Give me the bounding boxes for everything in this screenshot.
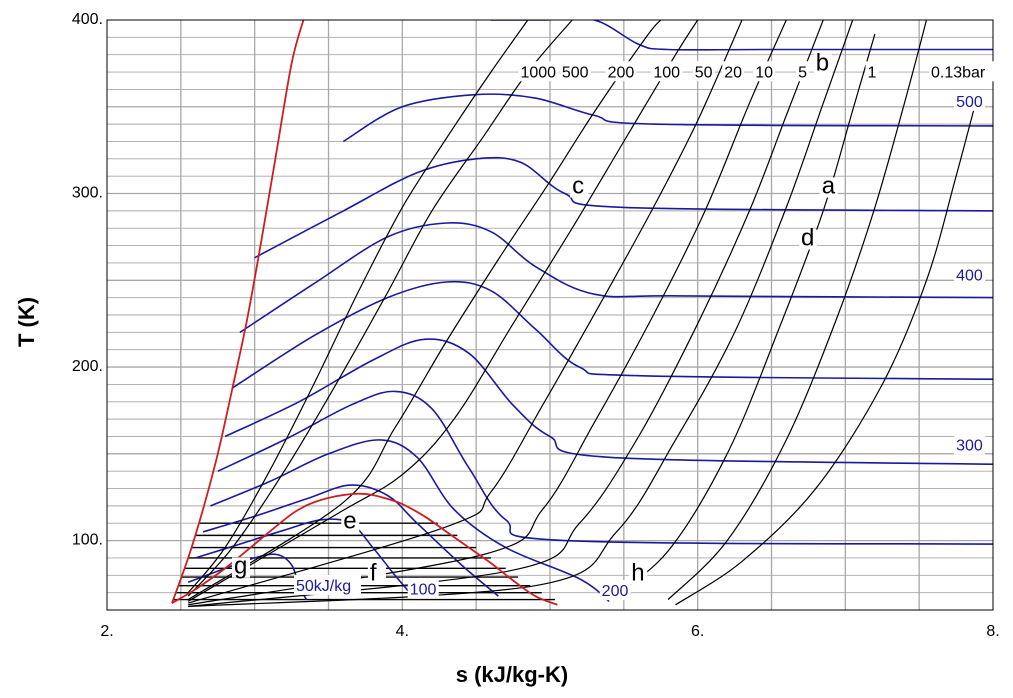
isobar-line: [187, 20, 699, 602]
isenthalp-lines: [187, 20, 993, 602]
isobar-label-bg: [518, 61, 559, 82]
isenthalp-label: 400: [956, 267, 983, 284]
isenthalp-line: [195, 518, 411, 594]
isenthalp-line: [217, 390, 993, 545]
isobar-line: [667, 20, 928, 601]
isenthalp-label: 50kJ/kg: [296, 578, 351, 595]
state-point-b-bg: [813, 54, 832, 75]
isenthalp-label: 300: [956, 437, 983, 454]
isenthalp-label-bg: [954, 264, 986, 285]
isobar-label: 20: [724, 64, 742, 81]
x-tick-labels: 2. 4. 6. 8.: [100, 623, 999, 640]
state-point-g-bg: [231, 557, 250, 578]
isobar-label-bg: [928, 61, 996, 82]
state-point-d-bg: [799, 229, 818, 250]
state-point-c-bg: [570, 177, 589, 198]
x-tick-label: 6.: [691, 623, 704, 640]
state-point-h: h: [631, 560, 644, 587]
isobar-label-bg: [722, 61, 745, 82]
x-tick-label: 4.: [396, 623, 409, 640]
isobar-label: 0.13bar: [931, 64, 986, 81]
isobar-line: [188, 20, 854, 608]
isenthalp-line: [239, 222, 993, 334]
x-tick-label: 2.: [100, 623, 113, 640]
y-tick-label: 100.: [72, 532, 103, 549]
isobar-line: [188, 20, 824, 608]
x-axis-title: s (kJ/kg-K): [456, 662, 568, 687]
isenthalp-label-bg: [954, 434, 986, 455]
saturated-liquid-line: [171, 20, 305, 604]
state-point-h-bg: [629, 564, 648, 585]
isenthalp-label-bg: [954, 90, 986, 111]
saturation-curves: [171, 20, 558, 606]
isobar-label-bg: [651, 61, 683, 82]
isobar-line: [188, 20, 787, 606]
isobar-label: 100: [653, 64, 680, 81]
isenthalp-label-bg: [407, 578, 439, 599]
isobar-line: [608, 33, 876, 601]
isobar-label-bg: [865, 61, 879, 82]
isenthalp-label: 500: [956, 94, 983, 111]
y-tick-label: 400.: [72, 11, 103, 28]
state-point-a: a: [822, 173, 836, 200]
isobar-label: 1000: [520, 64, 556, 81]
state-point-b: b: [816, 49, 829, 76]
isobar-label-bg: [692, 61, 715, 82]
state-point-g: g: [234, 553, 247, 580]
y-tick-label: 300.: [72, 185, 103, 202]
isobar-label: 500: [562, 64, 589, 81]
isenthalp-line: [490, 20, 993, 51]
isenthalp-line: [224, 338, 993, 465]
state-point-e-bg: [341, 512, 360, 533]
y-axis-title: T (K): [14, 297, 39, 347]
isobar-label: 50: [695, 64, 713, 81]
isobar-label: 5: [798, 64, 807, 81]
state-point-a-bg: [819, 177, 838, 198]
state-point-e: e: [343, 507, 356, 534]
isobar-label: 1: [867, 64, 876, 81]
x-tick-label: 8.: [986, 623, 999, 640]
saturation-dome: [171, 492, 558, 606]
state-point-c: c: [572, 173, 584, 200]
plot-frame: [106, 19, 994, 611]
y-tick-label: 200.: [72, 358, 103, 375]
isobar-label: 10: [755, 64, 773, 81]
isobar-line: [187, 20, 529, 593]
isobar-line: [187, 20, 573, 597]
isobar-label-bg: [796, 61, 810, 82]
isenthalp-line: [232, 280, 993, 389]
isenthalp-label: 200: [602, 583, 629, 600]
isenthalp-line: [254, 156, 993, 259]
isenthalp-label: 100: [410, 581, 437, 598]
isobar-label-bg: [559, 61, 591, 82]
isenthalp-line: [210, 439, 610, 602]
state-point-f-bg: [367, 564, 386, 585]
isenthalp-line: [202, 484, 499, 597]
chart-annotations: 1000 500 200 100 50 20 10 5 1 0.13bar 500 400 300 200…: [231, 49, 996, 601]
isenthalp-line: [342, 93, 993, 143]
state-point-f: f: [370, 560, 377, 587]
isobar-label: 200: [608, 64, 635, 81]
isobar-lines: [187, 20, 979, 608]
isobar-label-bg: [605, 61, 637, 82]
isobar-line: [675, 92, 979, 606]
isenthalp-label-bg: [294, 574, 362, 595]
isobar-line: [188, 20, 743, 604]
state-point-d: d: [801, 225, 814, 252]
two-phase-isobars: [173, 522, 555, 601]
isenthalp-label-bg: [599, 580, 631, 601]
isobar-label-bg: [753, 61, 776, 82]
y-tick-labels: 100. 200. 300. 400.: [72, 11, 103, 549]
